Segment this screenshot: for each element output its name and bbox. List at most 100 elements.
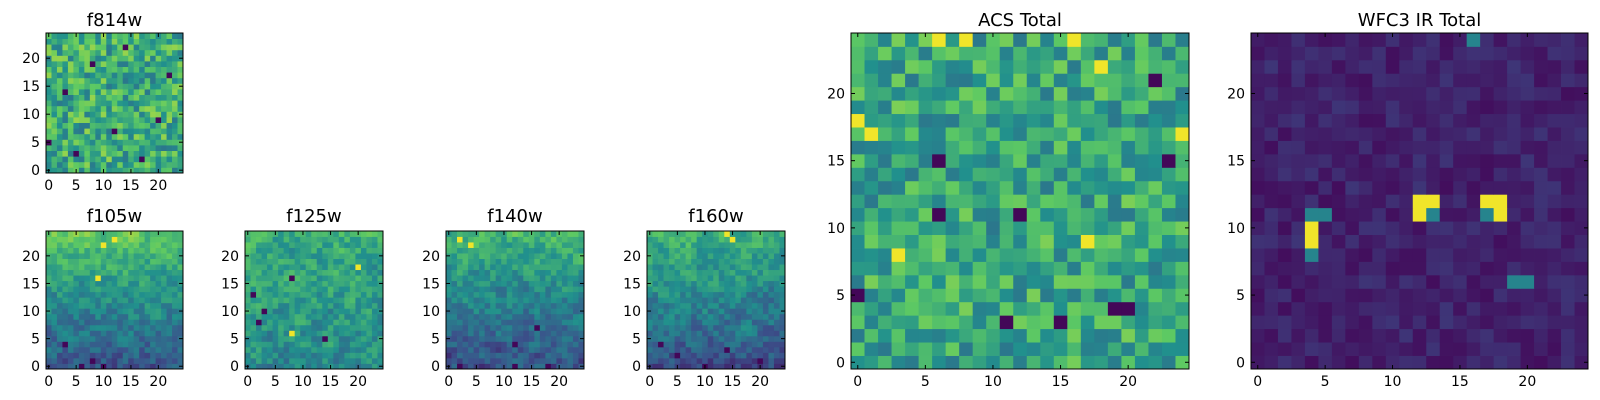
heatmap-cell	[360, 269, 367, 276]
heatmap-cell	[1385, 342, 1400, 356]
heatmap-cell	[1439, 274, 1454, 289]
heatmap-cell	[878, 234, 892, 249]
heatmap-cell	[663, 286, 670, 293]
heatmap-cell	[311, 324, 318, 331]
heatmap-cell	[62, 357, 69, 364]
heatmap-cell	[647, 275, 653, 282]
heatmap-cell	[161, 269, 167, 276]
heatmap-cell	[506, 275, 513, 282]
heatmap-cell	[1291, 261, 1306, 276]
heatmap-cell	[117, 313, 124, 320]
heatmap-cell	[757, 280, 764, 287]
heatmap-cell	[1134, 328, 1149, 343]
heatmap-cell	[62, 44, 69, 51]
heatmap-cell	[539, 291, 546, 298]
heatmap-cell	[261, 231, 268, 237]
heatmap-cell	[267, 297, 273, 304]
heatmap-cell	[473, 324, 480, 331]
heatmap-cell	[1053, 59, 1068, 74]
heatmap-cell	[1331, 113, 1346, 128]
heatmap-cell	[95, 72, 102, 79]
heatmap-cell	[161, 264, 167, 271]
heatmap-cell	[289, 357, 296, 364]
heatmap-cell	[1520, 288, 1535, 303]
heatmap-cell	[658, 297, 664, 304]
heatmap-cell	[669, 308, 675, 315]
heatmap-cell	[696, 286, 703, 293]
heatmap-cell	[1148, 86, 1163, 101]
heatmap-cell	[523, 357, 530, 364]
heatmap-cell	[155, 156, 162, 163]
heatmap-cell	[289, 269, 296, 276]
heatmap-cell	[702, 264, 709, 271]
heatmap-cell	[729, 236, 736, 243]
heatmap-cell	[905, 113, 919, 128]
heatmap-cell	[1251, 261, 1265, 276]
heatmap-cell	[1561, 274, 1575, 289]
heatmap-cell	[128, 275, 135, 282]
heatmap-cell	[652, 330, 659, 337]
heatmap-cell	[95, 319, 102, 326]
heatmap-cell	[1331, 167, 1346, 182]
heatmap-cell	[133, 264, 140, 271]
heatmap-cell	[250, 247, 257, 254]
heatmap-cell	[905, 261, 919, 276]
heatmap-cell	[1331, 207, 1346, 222]
heatmap-cell	[1412, 153, 1427, 168]
heatmap-cell	[84, 94, 91, 101]
heatmap-cell	[1453, 342, 1468, 356]
heatmap-cell	[322, 286, 329, 293]
heatmap-cell	[172, 145, 178, 151]
heatmap-cell	[161, 38, 167, 45]
heatmap-cell	[283, 253, 290, 259]
heatmap-cell	[495, 297, 502, 304]
heatmap-cell	[878, 127, 892, 141]
heatmap-cell	[773, 352, 780, 359]
heatmap-cell	[128, 66, 135, 73]
heatmap-cell	[161, 346, 167, 353]
heatmap-cell	[484, 247, 491, 254]
heatmap-cell	[95, 363, 102, 370]
heatmap-cell	[177, 94, 184, 101]
heatmap-cell	[1345, 274, 1360, 289]
x-tick-label: 15	[1451, 374, 1469, 390]
heatmap-cell	[751, 258, 758, 265]
heatmap-cell	[762, 335, 769, 342]
heatmap-cell	[177, 319, 184, 326]
heatmap-cell	[261, 324, 268, 331]
heatmap-cell	[73, 66, 80, 73]
heatmap-cell	[46, 297, 52, 304]
heatmap-cell	[891, 59, 906, 74]
heatmap-cell	[89, 346, 96, 353]
heatmap-cell	[78, 352, 85, 359]
heatmap-cell	[106, 324, 113, 331]
heatmap-cell	[702, 335, 709, 342]
heatmap-cell	[669, 258, 675, 265]
heatmap-cell	[1520, 153, 1535, 168]
heatmap-cell	[1399, 127, 1414, 141]
heatmap-cell	[484, 231, 491, 237]
heatmap-cell	[561, 231, 568, 237]
heatmap-cell	[528, 324, 535, 331]
heatmap-cell	[1439, 113, 1454, 128]
heatmap-cell	[62, 242, 69, 248]
heatmap-cell	[1345, 248, 1360, 262]
heatmap-cell	[1493, 342, 1508, 356]
heatmap-cell	[1134, 355, 1149, 370]
heatmap-cell	[51, 38, 58, 45]
heatmap-cell	[150, 231, 156, 237]
heatmap-cell	[918, 73, 933, 88]
heatmap-cell	[462, 231, 469, 237]
heatmap-cell	[1161, 207, 1176, 222]
heatmap-cell	[1277, 248, 1292, 262]
heatmap-cell	[484, 275, 491, 282]
heatmap-cell	[680, 324, 687, 331]
heatmap-cell	[702, 324, 709, 331]
heatmap-cell	[517, 313, 524, 320]
heatmap-cell	[556, 330, 563, 337]
heatmap-cell	[1426, 234, 1441, 249]
heatmap-cell	[1040, 127, 1055, 141]
heatmap-cell	[166, 280, 173, 287]
heatmap-cell	[78, 122, 85, 129]
heatmap-cell	[51, 269, 58, 276]
